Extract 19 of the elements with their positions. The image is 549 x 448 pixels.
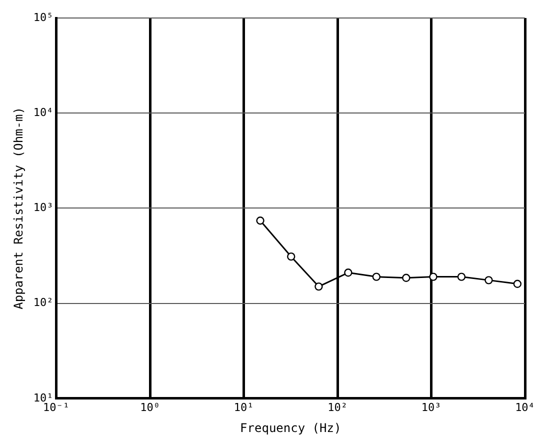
- y-tick-label: 10⁵: [33, 10, 54, 24]
- y-tick-label: 10⁴: [33, 106, 54, 119]
- x-axis-title: Frequency (Hz): [240, 420, 342, 435]
- point: [457, 272, 466, 281]
- x-tick-label: 10⁰: [140, 400, 160, 414]
- y-tick-label: 10²: [33, 296, 54, 310]
- point: [314, 282, 323, 291]
- x-tick-label: 10³: [421, 400, 442, 414]
- x-tick-label: 10²: [328, 400, 348, 414]
- point: [513, 280, 522, 288]
- point: [372, 272, 381, 281]
- point: [429, 272, 438, 281]
- point: [344, 268, 352, 277]
- point: [287, 252, 296, 261]
- x-tick-label: 10¹: [234, 400, 254, 414]
- x-tick-label: 10⁴: [515, 400, 535, 414]
- y-axis-title: Apparent Resistivity (Ohm-m): [11, 107, 26, 310]
- y-tick-label: 10³: [33, 201, 54, 214]
- point: [484, 276, 493, 284]
